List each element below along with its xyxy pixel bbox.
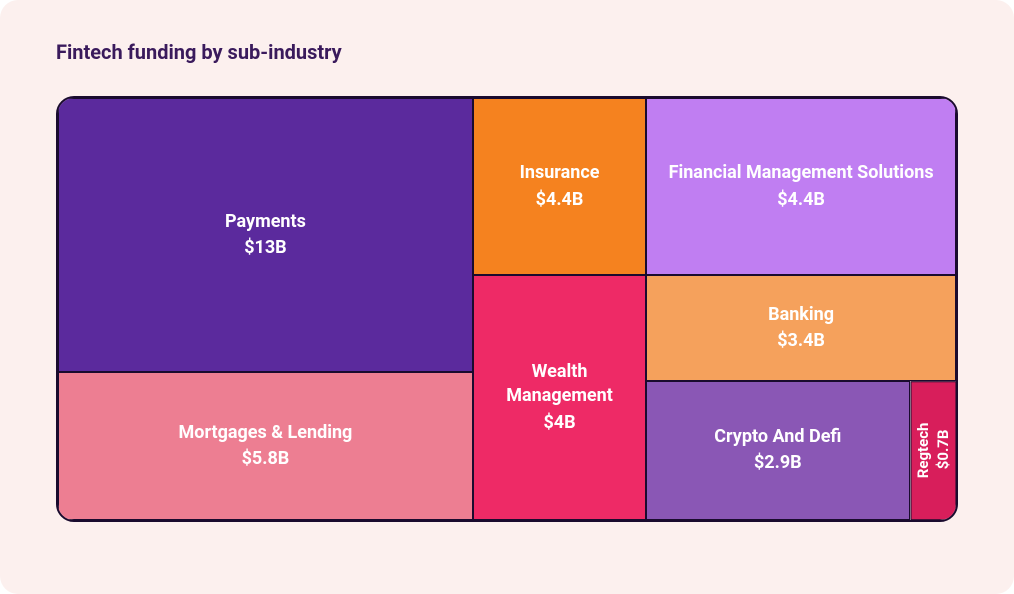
cell-insurance: Insurance $4.4B <box>473 98 646 275</box>
cell-wealth-management: Wealth Management $4B <box>473 275 646 520</box>
cell-label: Financial Management Solutions <box>669 161 934 185</box>
cell-label: Regtech <box>912 423 932 479</box>
treemap-row-mid: Banking $3.4B <box>646 275 956 381</box>
cell-label: Payments <box>225 210 306 234</box>
treemap-col-3: Financial Management Solutions $4.4B Ban… <box>646 98 956 520</box>
treemap-col-2: Insurance $4.4B Wealth Management $4B <box>473 98 646 520</box>
cell-banking: Banking $3.4B <box>646 275 956 381</box>
cell-value: $13B <box>244 236 286 260</box>
cell-value: $4B <box>543 411 575 435</box>
cell-mortgages-lending: Mortgages & Lending $5.8B <box>58 372 473 520</box>
cell-payments: Payments $13B <box>58 98 473 372</box>
treemap: Payments $13B Mortgages & Lending $5.8B … <box>56 96 958 522</box>
cell-label: Banking <box>768 303 834 327</box>
cell-value: $4.4B <box>777 188 825 212</box>
cell-label: Wealth Management <box>480 360 639 409</box>
cell-value: $3.4B <box>777 329 825 353</box>
cell-label: Mortgages & Lending <box>179 421 353 445</box>
treemap-row-bot: Crypto And Defi $2.9B Regtech $0.7B <box>646 381 956 520</box>
cell-label: Insurance <box>520 161 600 185</box>
cell-value: $0.7B <box>933 429 953 469</box>
cell-label: Crypto And Defi <box>714 425 841 449</box>
cell-crypto-defi: Crypto And Defi $2.9B <box>646 381 909 520</box>
chart-card: Fintech funding by sub-industry Payments… <box>0 0 1014 594</box>
chart-title: Fintech funding by sub-industry <box>56 40 958 64</box>
cell-value: $5.8B <box>242 447 290 471</box>
cell-regtech: Regtech $0.7B <box>910 381 956 520</box>
cell-value: $4.4B <box>536 188 584 212</box>
cell-value: $2.9B <box>754 451 802 475</box>
treemap-row-top: Financial Management Solutions $4.4B <box>646 98 956 275</box>
cell-financial-management-solutions: Financial Management Solutions $4.4B <box>646 98 956 275</box>
treemap-col-1: Payments $13B Mortgages & Lending $5.8B <box>58 98 473 520</box>
